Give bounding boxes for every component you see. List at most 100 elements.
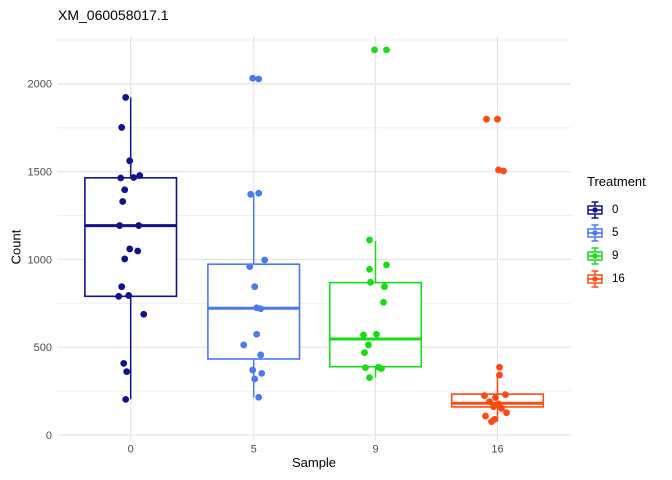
jitter-point [361, 349, 368, 357]
boxplot-key-icon [587, 246, 603, 265]
jitter-point [240, 341, 248, 349]
jitter-point [490, 403, 497, 411]
jitter-point [135, 222, 143, 229]
jitter-point [255, 189, 263, 197]
jitter-point [366, 374, 373, 381]
jitter-point [380, 298, 387, 306]
jitter-point [367, 278, 374, 286]
jitter-point [483, 115, 490, 123]
jitter-points [481, 115, 510, 426]
jitter-point [116, 222, 124, 229]
jitter-point [365, 341, 372, 349]
jitter-point [366, 236, 373, 244]
jitter-point [383, 46, 390, 54]
key-point [592, 252, 598, 259]
y-tick-label: 0 [46, 430, 52, 442]
x-axis-title: Sample [291, 455, 337, 470]
jitter-point [122, 94, 130, 101]
jitter-point [360, 331, 367, 339]
jitter-point [502, 391, 509, 399]
jitter-point [257, 351, 265, 359]
jitter-point [373, 330, 380, 338]
y-tick-label: 500 [34, 342, 52, 354]
jitter-point [503, 409, 510, 417]
jitter-point [383, 261, 390, 269]
jitter-point [115, 292, 123, 300]
key-point [592, 206, 598, 213]
legend-items: 0 5 9 16 [586, 198, 646, 290]
jitter-point [126, 245, 134, 253]
jitter-point [255, 393, 263, 401]
boxplot-group-9 [328, 46, 423, 381]
jitter-point [251, 375, 259, 383]
jitter-points [115, 94, 148, 403]
jitter-points [360, 46, 390, 381]
jitter-point [247, 190, 255, 198]
jitter-point [486, 398, 493, 406]
legend-item-label: 9 [612, 249, 619, 262]
key-point [592, 229, 598, 236]
x-tick-label: 9 [372, 444, 378, 456]
jitter-point [261, 256, 269, 264]
y-tick-label: 1000 [28, 254, 52, 266]
legend-item-label: 0 [612, 203, 619, 216]
jitter-point [136, 172, 144, 179]
jitter-point [249, 366, 257, 374]
jitter-point [366, 265, 373, 273]
jitter-point [118, 124, 126, 131]
jitter-point [255, 75, 263, 83]
y-tick-label: 1500 [28, 166, 52, 178]
jitter-point [118, 283, 126, 291]
jitter-points [240, 74, 269, 401]
jitter-point [126, 157, 134, 165]
jitter-point [378, 365, 385, 373]
jitter-point [481, 392, 488, 400]
chart-title: XM_060058017.1 [58, 7, 169, 23]
jitter-point [246, 263, 254, 271]
jitter-point [121, 255, 129, 263]
box [207, 263, 301, 360]
jitter-point [498, 404, 505, 412]
jitter-point [494, 115, 501, 123]
boxplot-key-icon [587, 223, 603, 242]
legend: Treatment 0 5 9 16 [586, 174, 646, 290]
jitter-point [362, 364, 369, 371]
jitter-point [119, 198, 127, 205]
boxplot-group-5 [207, 74, 301, 401]
jitter-point [121, 186, 129, 194]
jitter-point [120, 359, 128, 367]
jitter-point [371, 46, 378, 54]
legend-title: Treatment [587, 174, 646, 189]
legend-item-9: 9 [586, 244, 646, 267]
box [84, 177, 178, 298]
jitter-point [488, 418, 495, 426]
box [328, 281, 423, 368]
x-tick-label: 5 [251, 444, 257, 456]
jitter-point [258, 369, 266, 377]
boxplot-key-icon [587, 200, 603, 219]
jitter-point [123, 368, 131, 376]
jitter-point [496, 363, 503, 371]
boxplot-group-0 [84, 94, 178, 403]
legend-item-16: 16 [586, 267, 646, 290]
jitter-point [257, 305, 265, 313]
legend-item-label: 16 [612, 272, 625, 285]
jitter-point [249, 74, 257, 82]
jitter-point [134, 247, 142, 255]
jitter-point [122, 395, 130, 403]
legend-item-label: 5 [612, 226, 619, 239]
jitter-point [492, 394, 499, 402]
jitter-point [117, 174, 125, 182]
x-tick-label: 16 [491, 444, 503, 456]
jitter-point [251, 283, 259, 291]
jitter-point [496, 371, 503, 379]
legend-item-5: 5 [586, 221, 646, 244]
boxplot-key-icon [587, 269, 603, 288]
jitter-point [253, 330, 261, 338]
jitter-point [482, 412, 489, 420]
legend-item-0: 0 [586, 198, 646, 221]
y-tick-label: 2000 [28, 79, 52, 91]
jitter-point [125, 292, 133, 299]
